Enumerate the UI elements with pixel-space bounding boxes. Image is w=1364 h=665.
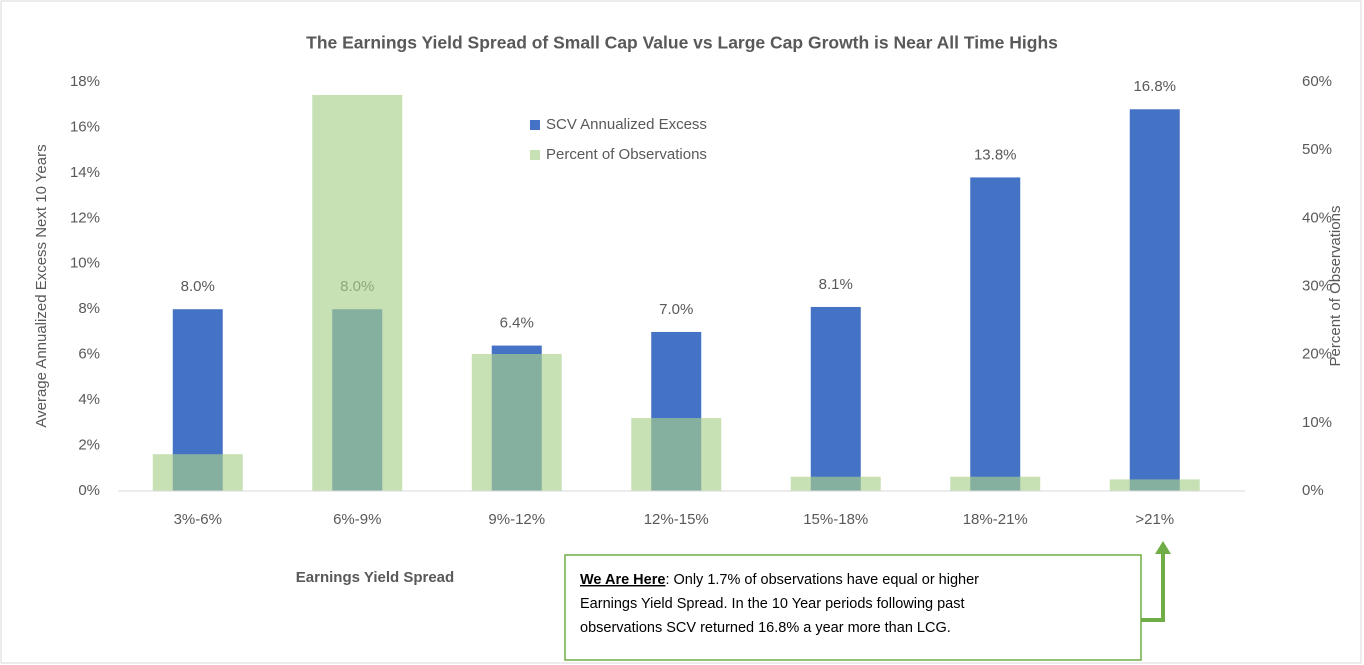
data-label: 8.1% — [819, 276, 853, 293]
data-label: 16.8% — [1133, 78, 1176, 95]
bar — [471, 353, 562, 491]
bar — [152, 454, 243, 491]
bar — [970, 177, 1021, 491]
y2-axis-label: Percent of Observations — [1327, 206, 1344, 367]
bar — [1129, 109, 1180, 492]
annotation-line: We Are Here: Only 1.7% of observations h… — [580, 572, 979, 588]
y-tick-label: 16% — [70, 118, 100, 135]
y2-tick-label: 60% — [1302, 73, 1332, 90]
data-label: 6.4% — [500, 315, 534, 332]
bar — [950, 476, 1041, 491]
y-tick-label: 0% — [78, 482, 100, 499]
y2-tick-label: 0% — [1302, 482, 1324, 499]
y2-tick-label: 30% — [1302, 277, 1332, 294]
legend-swatch — [530, 150, 540, 160]
bar — [810, 306, 861, 491]
bar — [1109, 479, 1200, 491]
y-tick-label: 12% — [70, 209, 100, 226]
bar — [631, 418, 722, 491]
annotation-line: Earnings Yield Spread. In the 10 Year pe… — [580, 596, 965, 612]
x-tick-label: 9%-12% — [488, 511, 545, 528]
y2-tick-label: 20% — [1302, 346, 1332, 363]
y-tick-label: 18% — [70, 73, 100, 90]
y-tick-label: 2% — [78, 437, 100, 454]
data-label: 13.8% — [974, 146, 1017, 163]
y-tick-label: 4% — [78, 391, 100, 408]
y2-tick-label: 10% — [1302, 414, 1332, 431]
annotation-arrow — [1141, 552, 1165, 622]
bar — [312, 94, 403, 492]
annotation-box — [564, 554, 1142, 661]
data-label: 7.0% — [659, 301, 693, 318]
data-label: 8.0% — [181, 278, 215, 295]
y-tick-label: 8% — [78, 300, 100, 317]
annotation-heading: We Are Here — [580, 572, 665, 588]
y-tick-label: 14% — [70, 164, 100, 181]
x-axis-label: Earnings Yield Spread — [296, 569, 454, 586]
legend-label: Percent of Observations — [546, 146, 707, 163]
annotation-arrowhead — [1155, 541, 1171, 554]
y2-tick-label: 40% — [1302, 209, 1332, 226]
bar — [790, 476, 881, 491]
annotation-line: observations SCV returned 16.8% a year m… — [580, 620, 951, 636]
chart-title: The Earnings Yield Spread of Small Cap V… — [306, 33, 1058, 53]
x-tick-label: 18%-21% — [963, 511, 1028, 528]
x-tick-label: >21% — [1135, 511, 1174, 528]
y-tick-label: 6% — [78, 346, 100, 363]
x-tick-label: 15%-18% — [803, 511, 868, 528]
y-tick-label: 10% — [70, 255, 100, 272]
x-tick-label: 3%-6% — [174, 511, 222, 528]
legend-label: SCV Annualized Excess — [546, 116, 707, 133]
legend-swatch — [530, 120, 540, 130]
y2-tick-label: 50% — [1302, 141, 1332, 158]
annotation-text: : Only 1.7% of observations have equal o… — [665, 572, 979, 588]
x-tick-label: 6%-9% — [333, 511, 381, 528]
x-tick-label: 12%-15% — [644, 511, 709, 528]
y-axis-label: Average Annualized Excess Next 10 Years — [33, 144, 50, 427]
